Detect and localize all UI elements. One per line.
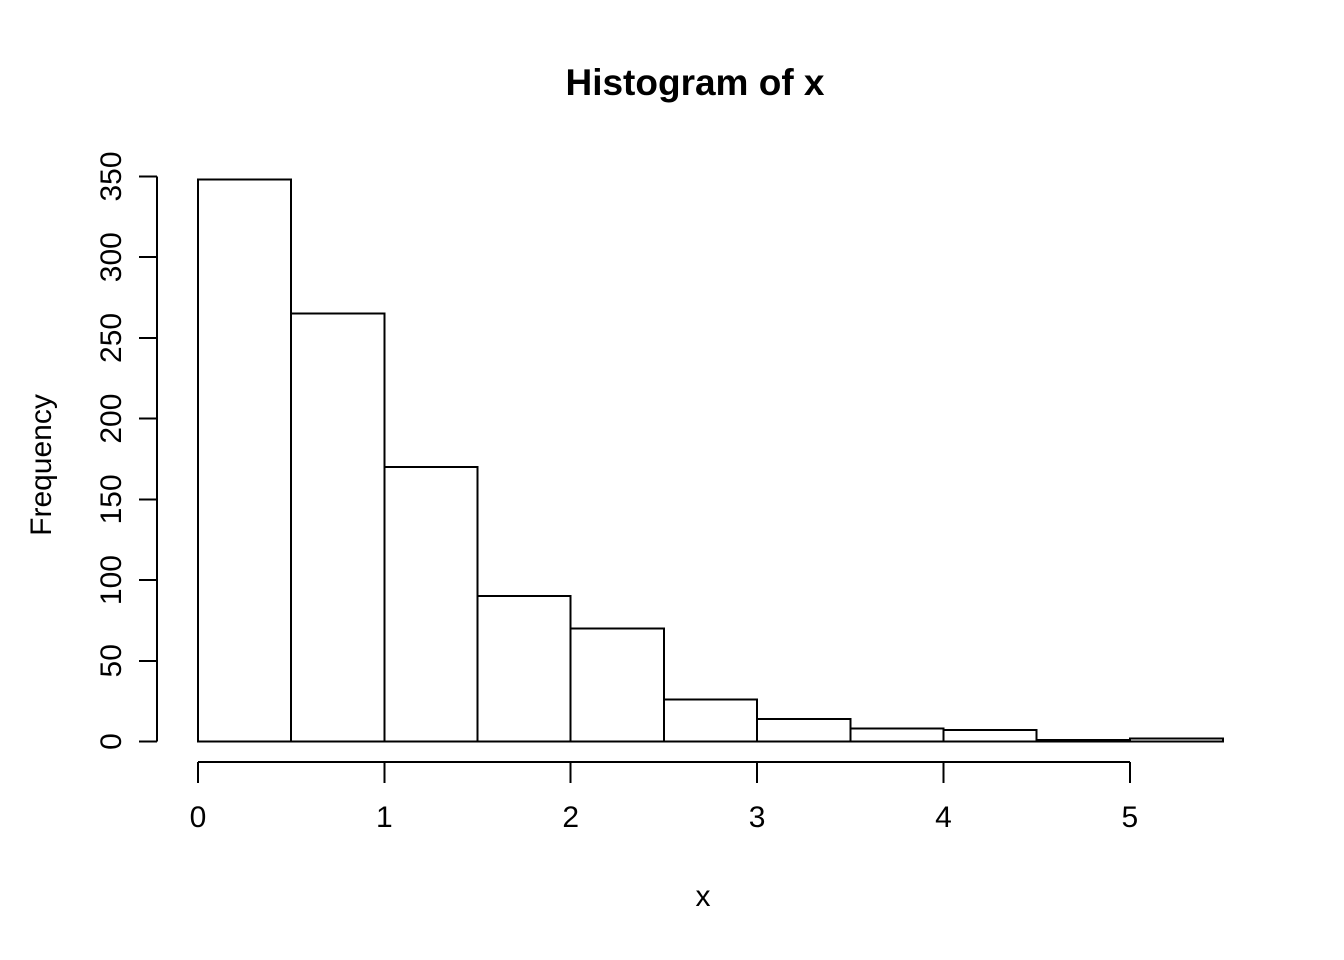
histogram-bar-0: [197, 178, 293, 743]
histogram-bar-6: [756, 717, 852, 743]
histogram-bar-2: [383, 466, 479, 743]
histogram-bar-8: [942, 729, 1038, 743]
y-axis-tick-label-0: 0: [95, 733, 128, 750]
histogram-bar-5: [662, 698, 759, 743]
y-axis-tick-label-7: 350: [95, 151, 128, 201]
y-axis-tick-label-2: 100: [95, 555, 128, 605]
chart-title: Histogram of x: [565, 62, 825, 103]
histogram-bar-1: [290, 312, 386, 743]
x-axis-title: x: [695, 880, 711, 913]
histogram-bar-10: [1128, 737, 1225, 743]
y-axis-tick-label-1: 50: [95, 644, 128, 677]
x-axis-tick-label-4: 4: [935, 801, 952, 834]
x-axis-tick-label-1: 1: [376, 801, 393, 834]
histogram-bar-9: [1035, 738, 1131, 743]
histogram-bar-4: [569, 627, 665, 743]
y-axis-tick-label-4: 200: [95, 394, 128, 444]
y-axis-tick-label-6: 300: [95, 232, 128, 282]
y-axis-tick-label-5: 250: [95, 313, 128, 363]
x-axis-tick-label-3: 3: [749, 801, 766, 834]
histogram-bar-3: [476, 595, 572, 743]
x-axis-tick-label-2: 2: [562, 801, 579, 834]
x-axis-tick-label-0: 0: [190, 801, 207, 834]
histogram-bar-7: [849, 727, 945, 743]
x-axis-tick-label-5: 5: [1121, 801, 1138, 834]
y-axis-tick-label-3: 150: [95, 474, 128, 524]
